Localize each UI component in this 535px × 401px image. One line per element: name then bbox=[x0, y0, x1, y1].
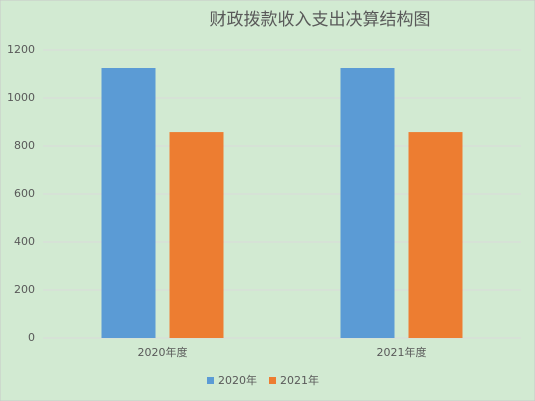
bar bbox=[101, 68, 156, 338]
bar bbox=[169, 132, 224, 338]
legend-label: 2020年 bbox=[218, 373, 257, 387]
y-tick-label: 1000 bbox=[7, 91, 35, 104]
y-tick-label: 0 bbox=[28, 331, 35, 344]
y-tick-label: 400 bbox=[14, 235, 35, 248]
x-tick-label: 2020年度 bbox=[138, 345, 188, 359]
legend-swatch bbox=[207, 377, 214, 384]
x-tick-label: 2021年度 bbox=[377, 345, 427, 359]
chart-title: 财政拨款收入支出决算结构图 bbox=[210, 10, 431, 30]
legend-swatch bbox=[269, 377, 276, 384]
y-tick-label: 1200 bbox=[7, 43, 35, 56]
bar bbox=[408, 132, 463, 338]
bar bbox=[340, 68, 395, 338]
y-tick-label: 800 bbox=[14, 139, 35, 152]
y-tick-label: 600 bbox=[14, 187, 35, 200]
y-tick-label: 200 bbox=[14, 283, 35, 296]
legend-label: 2021年 bbox=[280, 373, 319, 387]
